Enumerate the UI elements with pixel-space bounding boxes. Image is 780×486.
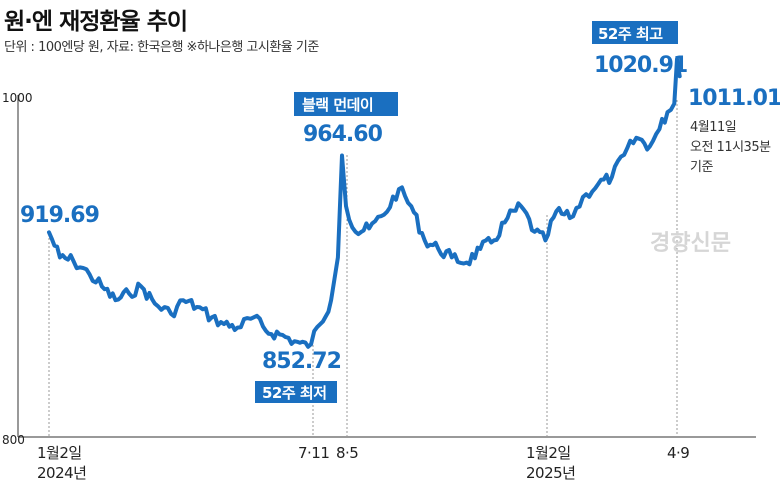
y-tick-800: 800 [2, 433, 25, 447]
x-tick-8-5: 8·5 [336, 444, 358, 462]
x-tick-jan2-2024: 1월2일 [37, 444, 82, 462]
low-tag-text: 52주 최저 [262, 384, 327, 402]
high-value-label: 1020.91 [594, 53, 687, 78]
latest-note-date: 4월11일 [690, 120, 736, 135]
latest-note-basis: 기준 [690, 160, 713, 175]
latest-note-time: 오전 11시35분 [690, 140, 771, 155]
x-tick-jan2-2025: 1월2일 [526, 444, 571, 462]
start-value-label: 919.69 [20, 203, 99, 228]
series-line [47, 57, 682, 349]
x-tick-year-2024: 2024년 [37, 464, 86, 482]
x-tick-year-2025: 2025년 [526, 464, 575, 482]
black-monday-tag-box [294, 92, 398, 116]
x-tick-7-11: 7·11 [298, 444, 329, 462]
chart-subtitle: 단위 : 100엔당 원, 자료: 한국은행 ※하나은행 고시환율 기준 [4, 40, 319, 55]
chart-title: 원·엔 재정환율 추이 [4, 9, 188, 35]
watermark-logo: 경향신문 [650, 231, 731, 256]
low-value-label: 852.72 [262, 349, 341, 374]
black-monday-tag-text: 블랙 먼데이 [302, 96, 373, 114]
y-tick-1000: 1000 [2, 91, 33, 105]
high-tag-text: 52주 최고 [598, 25, 663, 43]
low-tag-box [255, 381, 337, 403]
latest-value-label: 1011.01 [688, 86, 780, 111]
x-tick-4-9: 4·9 [667, 444, 689, 462]
high-tag-box [592, 21, 678, 44]
black-monday-value-label: 964.60 [303, 122, 383, 147]
